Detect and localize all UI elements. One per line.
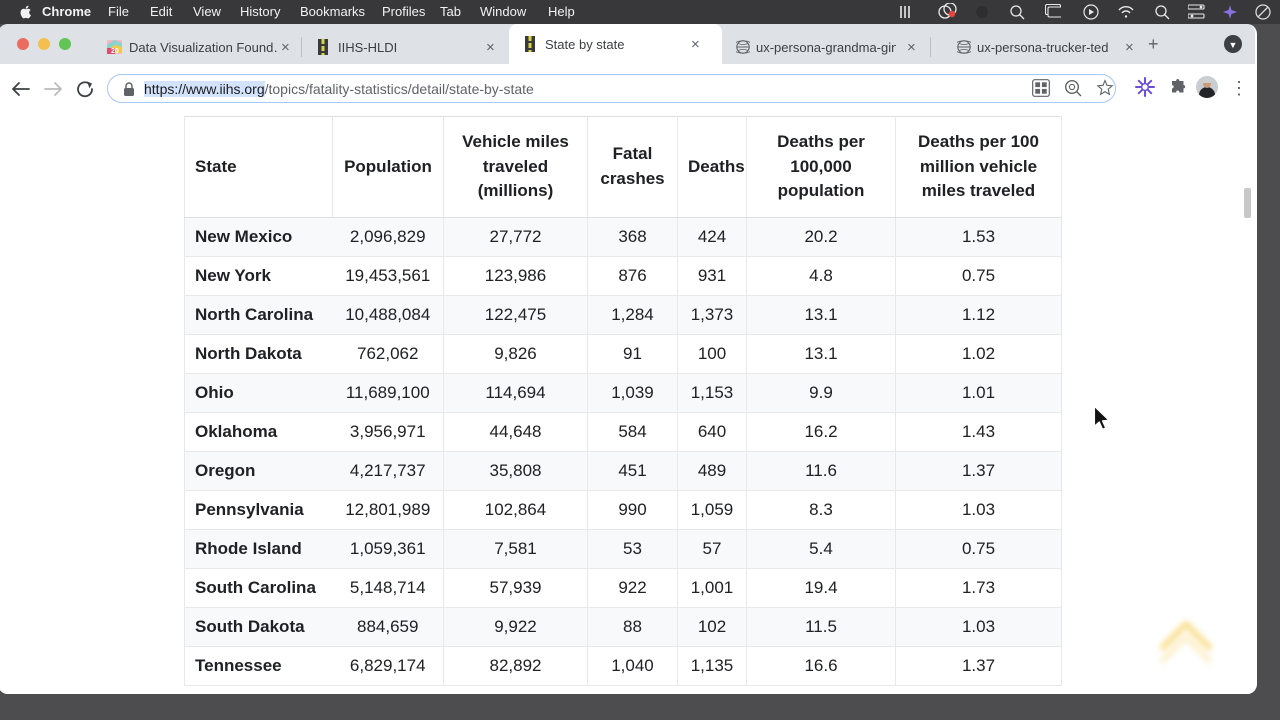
svg-text:20: 20 — [111, 48, 119, 55]
